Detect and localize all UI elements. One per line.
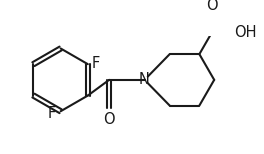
Text: OH: OH	[234, 25, 257, 40]
Text: O: O	[103, 112, 115, 127]
Text: O: O	[206, 0, 218, 13]
Text: N: N	[139, 72, 150, 87]
Text: F: F	[48, 106, 56, 121]
Text: F: F	[92, 56, 100, 71]
